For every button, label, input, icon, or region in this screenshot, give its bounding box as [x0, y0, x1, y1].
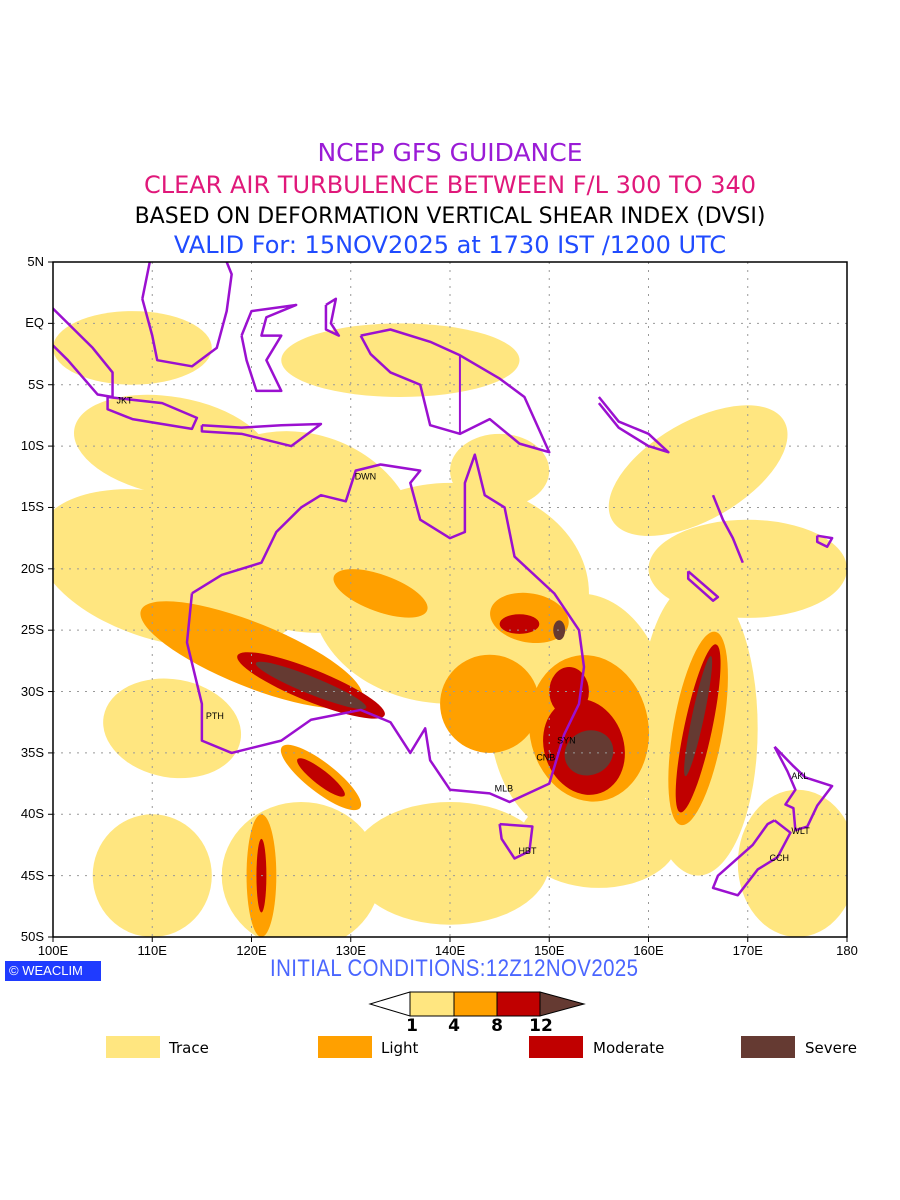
coastline-borneo — [141, 262, 233, 368]
turbulence-severe — [255, 661, 367, 710]
turbulence-severe — [684, 656, 713, 777]
title-method: BASED ON DEFORMATION VERTICAL SHEAR INDE… — [134, 204, 766, 229]
turbulence-trace — [53, 311, 212, 385]
lat-tick-label: 30S — [20, 683, 44, 699]
colorbar-label: 8 — [491, 1016, 503, 1036]
city-label-jkt: JKT — [116, 395, 133, 405]
turbulence-trace — [92, 814, 212, 937]
title-valid-time: VALID For: 15NOV2025 at 1730 IST /1200 U… — [173, 231, 727, 259]
turbulence-trace — [281, 323, 520, 397]
coastline-nusa — [200, 422, 323, 448]
lat-tick-label: 25S — [20, 622, 44, 638]
turbulence-moderate — [499, 614, 540, 634]
coastline-new-caledonia — [686, 570, 720, 602]
lon-tick-label: 100E — [37, 943, 69, 958]
turbulence-trace — [737, 789, 847, 937]
lat-tick-label: 5N — [27, 254, 44, 269]
lat-tick-label: 35S — [20, 744, 44, 760]
lat-tick-label: EQ — [25, 315, 44, 331]
turbulence-light — [440, 654, 540, 753]
coastline-java — [106, 395, 199, 431]
lat-tick-label: 20S — [20, 560, 44, 576]
turbulence-trace — [73, 394, 271, 498]
lat-tick-label: 45S — [20, 867, 44, 883]
turbulence-trace — [608, 405, 788, 536]
colorbar-label: 12 — [529, 1016, 553, 1036]
coastlines — [53, 262, 834, 897]
city-label-mlb: MLB — [495, 783, 514, 793]
copyright-icon: © — [9, 963, 19, 978]
lat-tick-label: 10S — [20, 438, 44, 454]
city-label-cch: CCH — [770, 853, 790, 863]
city-label-wlt: WLT — [791, 826, 810, 836]
coastline-sumatra — [53, 306, 114, 399]
coastline-tasmania — [498, 822, 534, 860]
lon-tick-label: 150E — [534, 943, 565, 958]
coastline-australia — [185, 453, 586, 804]
legend-label-light: Light — [381, 1039, 419, 1057]
coastline-new-guinea — [359, 328, 551, 454]
lon-tick-label: 110E — [137, 943, 167, 958]
lon-tick-label: 130E — [335, 943, 366, 958]
coastline-solomons — [597, 396, 670, 454]
lon-tick-label: 160E — [633, 943, 664, 958]
turbulence-trace — [519, 789, 679, 888]
title-product: CLEAR AIR TURBULENCE BETWEEN F/L 300 TO … — [143, 171, 757, 199]
lat-tick-label: 5S — [28, 376, 44, 392]
turbulence-severe — [564, 730, 614, 776]
lon-tick-label: 180 — [836, 943, 858, 958]
legend-swatch-severe — [741, 1036, 795, 1058]
legend-label-trace: Trace — [169, 1039, 209, 1057]
colorbar-label: 1 — [406, 1016, 418, 1036]
title-model: NCEP GFS GUIDANCE — [317, 138, 583, 167]
legend-swatch-trace — [106, 1036, 160, 1058]
legend-swatch-light — [318, 1036, 372, 1058]
city-label-dwn: DWN — [355, 472, 377, 482]
coastline-halmahera — [324, 297, 341, 337]
lon-tick-label: 170E — [732, 943, 763, 958]
coastline-vanuatu — [711, 494, 744, 564]
coastline-sulawesi — [240, 303, 298, 393]
colorbar-severe — [539, 991, 586, 1017]
lon-tick-label: 140E — [434, 943, 466, 958]
turbulence-moderate — [297, 758, 345, 797]
turbulence-trace — [450, 433, 550, 508]
axis-ticks — [48, 261, 848, 942]
city-label-hbt: HBT — [518, 846, 537, 856]
weaclim-logo: © WEACLIM — [5, 961, 101, 981]
turbulence-light — [333, 569, 428, 618]
turbulence-trace — [648, 519, 847, 618]
coastline-fiji — [815, 534, 834, 548]
legend-label-severe: Severe — [805, 1039, 857, 1057]
turbulence-severe — [553, 620, 566, 640]
colorbar — [368, 991, 586, 1017]
logo-text: WEACLIM — [22, 963, 83, 978]
lat-tick-label: 40S — [20, 806, 44, 822]
colorbar-trace — [409, 991, 455, 1017]
lat-tick-label: 15S — [20, 499, 44, 515]
lon-tick-label: 120E — [236, 943, 267, 958]
colorbar-label: 4 — [448, 1016, 460, 1036]
initial-conditions: INITIAL CONDITIONS:12Z12NOV2025 — [270, 955, 639, 982]
city-label-akl: AKL — [791, 771, 808, 781]
coastline-nz-north — [773, 745, 834, 832]
city-label-cnb: CNB — [536, 753, 555, 763]
lat-tick-label: 50S — [20, 928, 44, 944]
city-label-syn: SYN — [557, 735, 576, 745]
coastline-nz-south — [711, 819, 792, 897]
city-label-pth: PTH — [206, 711, 224, 721]
legend-swatch-moderate — [529, 1036, 583, 1058]
colorbar-light — [453, 991, 498, 1017]
colorbar-below-1 — [368, 991, 411, 1017]
colorbar-moderate — [496, 991, 541, 1017]
turbulence-trace — [103, 678, 242, 779]
legend-label-moderate: Moderate — [593, 1039, 665, 1057]
